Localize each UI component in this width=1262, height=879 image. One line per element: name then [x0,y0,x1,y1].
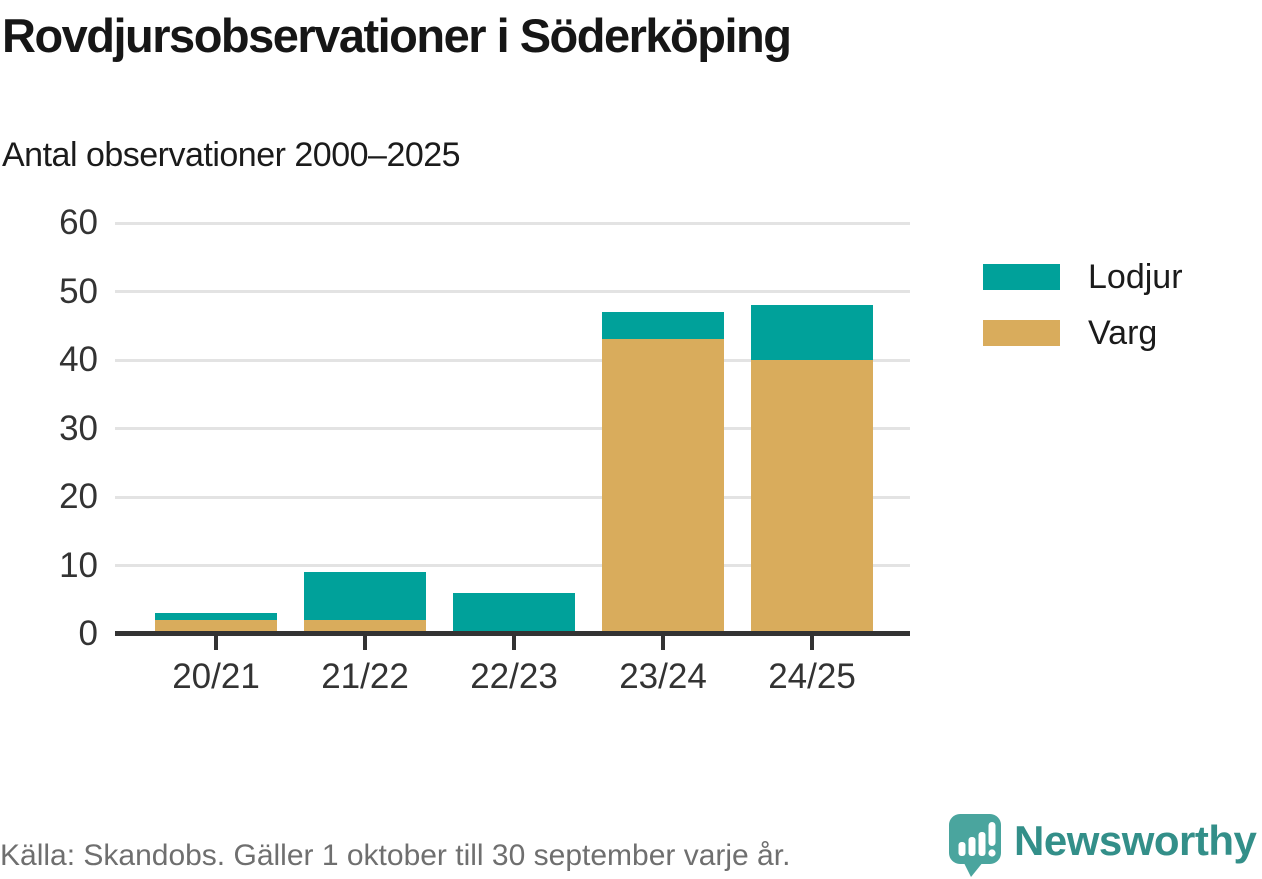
bar-group-24/25 [751,305,873,634]
gridline-40 [115,358,910,362]
bar-segment-lodjur-21/22 [304,572,426,621]
bar-segment-lodjur-20/21 [155,613,277,621]
y-tick-label-40: 40 [59,340,98,379]
newsworthy-logo-icon [949,814,1001,877]
x-tick-label-23/24: 23/24 [619,657,707,696]
x-tick-22/23 [512,636,516,650]
x-tick-20/21 [214,636,218,650]
newsworthy-logo[interactable]: Newsworthy [948,813,1257,879]
y-tick-label-50: 50 [59,271,98,311]
x-tick-label-22/23: 22/23 [470,657,558,696]
y-tick-label-30: 30 [59,408,98,448]
bar-segment-varg-23/24 [602,339,724,634]
bar-group-21/22 [304,572,426,634]
newsworthy-logo-text: Newsworthy [1014,817,1257,864]
gridline-30 [115,427,910,430]
x-tick-label-24/25: 24/25 [768,657,856,696]
legend-swatch-lodjur [983,264,1060,290]
bar-segment-varg-21/22 [304,620,426,634]
legend: Lodjur Varg [983,258,1183,376]
x-tick-label-20/21: 20/21 [172,657,260,696]
x-tick-24/25 [810,636,814,650]
x-axis-line [115,631,910,636]
source-note: Källa: Skandobs. Gäller 1 oktober till 3… [0,839,791,872]
y-tick-label-60: 60 [59,203,98,242]
bar-group-23/24 [602,312,724,634]
legend-item-varg: Varg [983,314,1183,352]
bar-group-20/21 [155,613,277,634]
x-tick-23/24 [661,636,665,650]
y-tick-label-20: 20 [59,477,98,516]
bar-segment-varg-20/21 [155,620,277,634]
gridline-60 [115,221,910,225]
bar-group-22/23 [453,592,575,634]
gridline-10 [115,564,910,567]
chart-subtitle: Antal observationer 2000–2025 [2,136,461,174]
chart-title: Rovdjursobservationer i Söderköping [2,9,792,62]
legend-swatch-varg [983,320,1060,346]
y-tick-label-10: 10 [59,545,98,585]
gridline-20 [115,495,910,499]
y-tick-label-0: 0 [78,614,98,653]
legend-label-lodjur: Lodjur [1088,257,1183,296]
legend-label-varg: Varg [1088,313,1158,352]
x-tick-21/22 [363,636,367,650]
bar-segment-lodjur-23/24 [602,312,724,340]
x-tick-label-21/22: 21/22 [321,657,409,696]
legend-item-lodjur: Lodjur [983,258,1183,296]
bar-segment-lodjur-24/25 [751,305,873,360]
plot-area [115,221,910,636]
bar-segment-lodjur-22/23 [453,592,575,634]
bar-segment-varg-24/25 [751,360,873,634]
gridline-50 [115,290,910,293]
